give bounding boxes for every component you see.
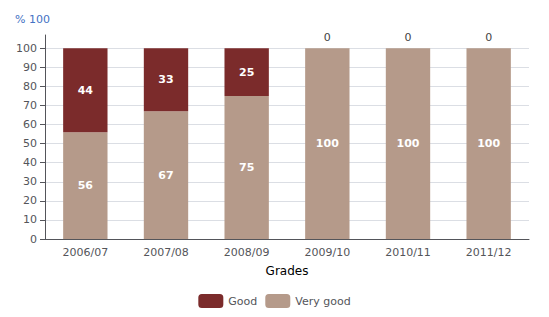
svg-text:100: 100 [477,137,500,150]
svg-text:56: 56 [78,179,94,192]
svg-text:44: 44 [78,84,94,97]
svg-text:10: 10 [23,213,37,226]
svg-text:Very good: Very good [295,295,350,308]
svg-text:2010/11: 2010/11 [385,246,431,259]
svg-text:33: 33 [158,73,173,86]
svg-text:0: 0 [324,31,331,44]
svg-text:100: 100 [16,42,37,55]
svg-text:0: 0 [30,233,37,246]
svg-text:Grades: Grades [266,264,309,278]
svg-text:2007/08: 2007/08 [143,246,189,259]
svg-text:70: 70 [23,99,37,112]
svg-text:% 100: % 100 [15,13,50,26]
svg-text:20: 20 [23,194,37,207]
svg-text:50: 50 [23,137,37,150]
svg-text:30: 30 [23,175,37,188]
svg-text:40: 40 [23,156,37,169]
svg-text:67: 67 [158,169,173,182]
svg-text:100: 100 [397,137,420,150]
svg-text:0: 0 [405,31,412,44]
svg-text:80: 80 [23,80,37,93]
svg-text:75: 75 [239,161,254,174]
svg-text:0: 0 [485,31,492,44]
svg-text:60: 60 [23,118,37,131]
svg-text:2006/07: 2006/07 [62,246,108,259]
svg-text:2008/09: 2008/09 [224,246,270,259]
svg-text:Good: Good [228,295,257,308]
svg-text:25: 25 [239,66,254,79]
svg-text:2011/12: 2011/12 [466,246,512,259]
svg-text:100: 100 [316,137,339,150]
svg-text:90: 90 [23,61,37,74]
svg-text:2009/10: 2009/10 [304,246,350,259]
